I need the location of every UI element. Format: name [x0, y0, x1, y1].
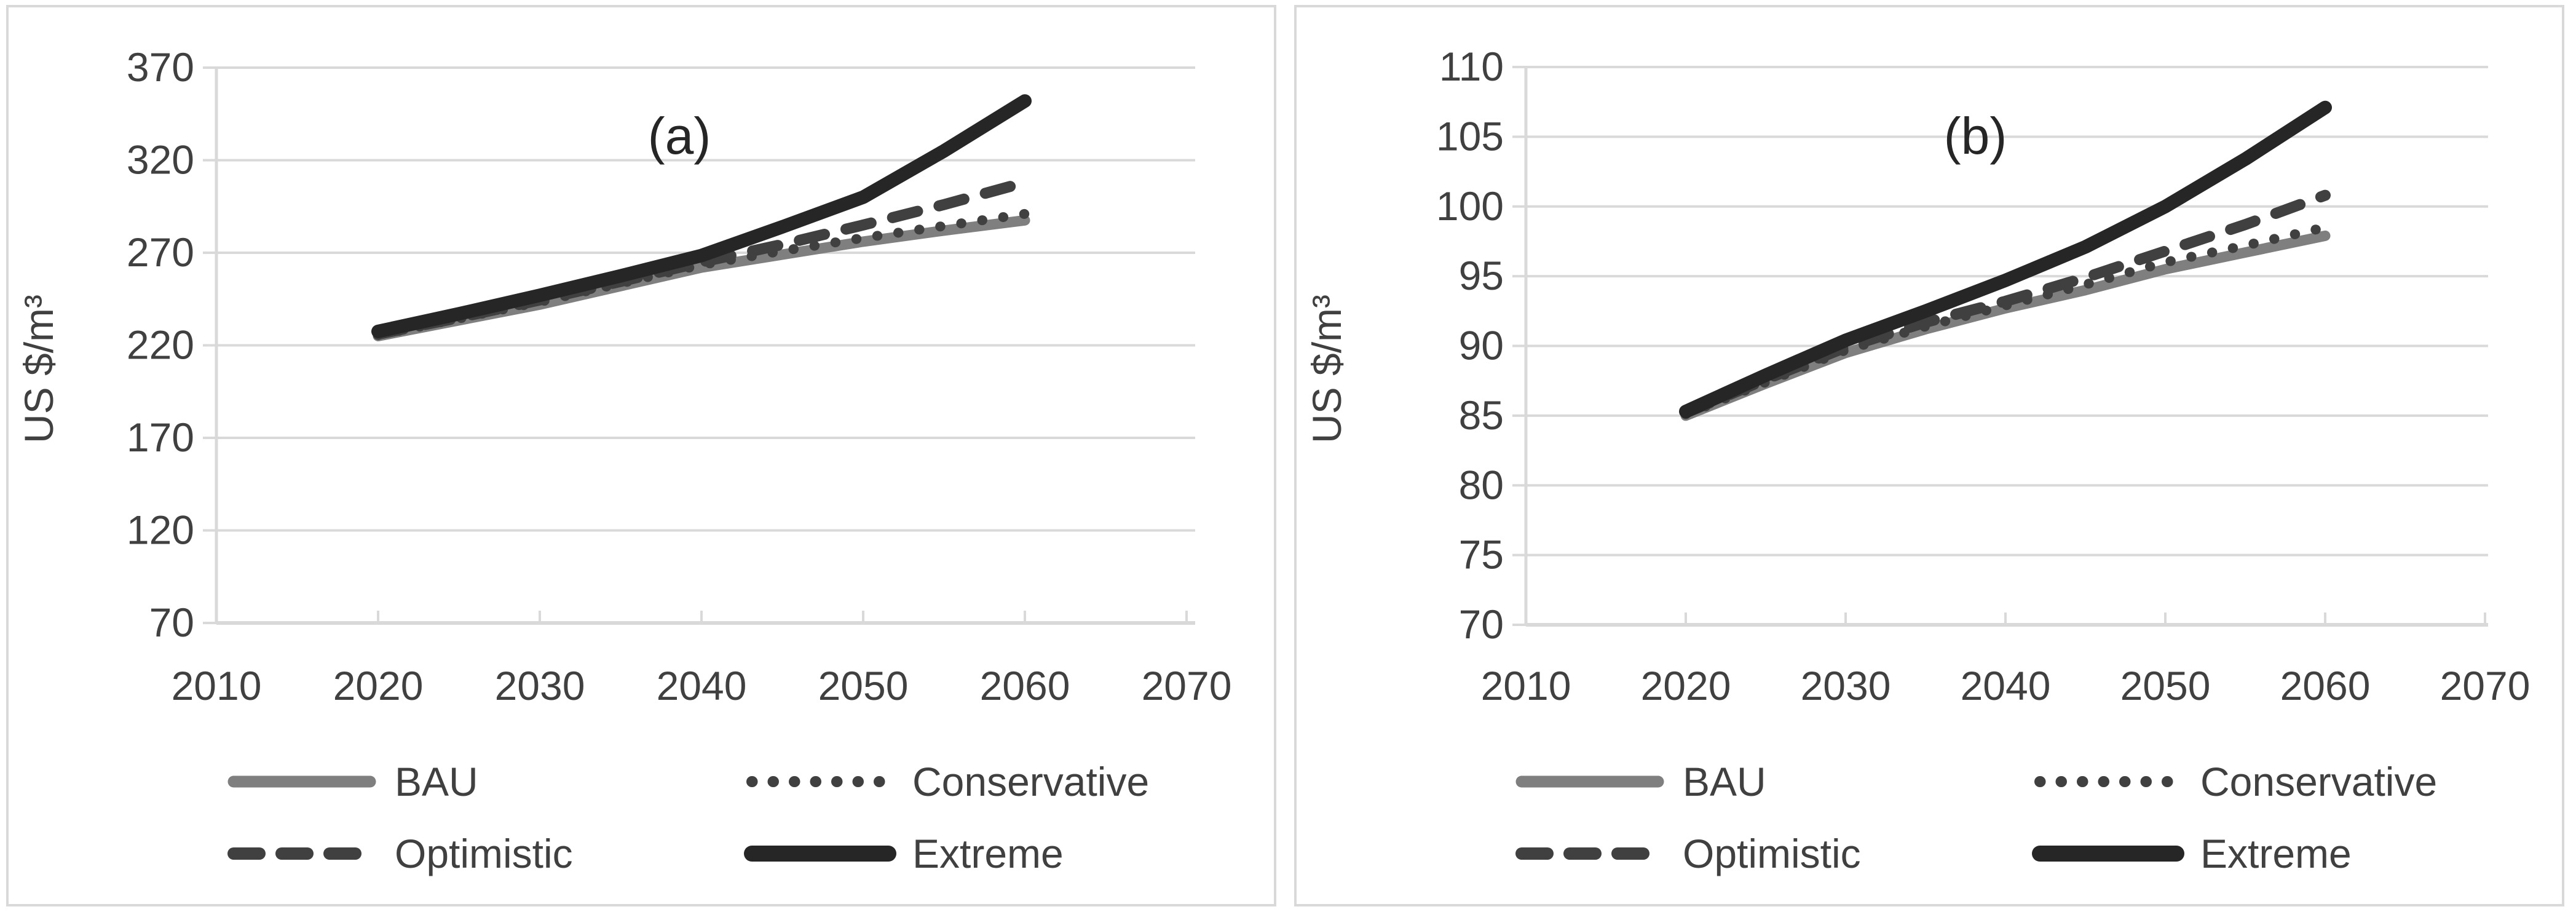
x-tick-label: 2050: [2120, 663, 2211, 708]
y-tick-label: 120: [127, 507, 194, 553]
y-tick-label: 105: [1436, 113, 1504, 159]
y-tick-label: 370: [127, 44, 194, 90]
x-tick-label: 2010: [1481, 663, 1571, 708]
x-tick-label: 2020: [1641, 663, 1731, 708]
legend-label-conservative: Conservative: [2200, 759, 2437, 804]
chart-panel-b: 110 105 100 95 90 85 80 75 70 2010 2020 2030 2040 205…: [1288, 0, 2576, 912]
panel-border: [6, 5, 1276, 906]
x-tick-label: 2070: [2440, 663, 2531, 708]
x-tick-label: 2050: [818, 663, 909, 708]
panel-a-title: (a): [648, 107, 711, 165]
chart-b-svg: 110 105 100 95 90 85 80 75 70 2010 2020 2030 2040 205…: [1294, 5, 2564, 906]
x-tick-label: 2040: [657, 663, 747, 708]
y-tick-label: 80: [1459, 462, 1504, 507]
y-tick-label: 110: [1439, 44, 1504, 89]
y-tick-label: 95: [1459, 253, 1504, 298]
y-tick-label: 100: [1436, 183, 1504, 229]
y-tick-label: 170: [127, 414, 194, 460]
legend-label-bau: BAU: [395, 759, 478, 804]
y-tick-label: 320: [127, 137, 194, 183]
legend-label-extreme: Extreme: [912, 831, 1064, 876]
x-tick-label: 2020: [333, 663, 424, 708]
legend-label-optimistic: Optimistic: [395, 831, 573, 876]
x-tick-label: 2070: [1142, 663, 1232, 708]
series-line-extreme: [371, 94, 1032, 338]
y-axis-title-b: US $/m³: [1304, 295, 1349, 443]
series-line-bau: [1680, 230, 2331, 421]
legend-label-bau: BAU: [1683, 759, 1766, 804]
x-tick-label: 2030: [1801, 663, 1891, 708]
x-tick-label: 2030: [495, 663, 585, 708]
chart-panel-a: 370 320 270 220 170 120 70 2010 2020 2030 2040 2050…: [6, 5, 1276, 906]
x-tick-label: 2040: [1961, 663, 2051, 708]
x-tick-label: 2060: [980, 663, 1070, 708]
legend-label-optimistic: Optimistic: [1683, 831, 1861, 876]
y-tick-label: 70: [149, 600, 194, 645]
y-tick-label: 70: [1459, 601, 1504, 647]
panel-border: [1294, 5, 2564, 906]
y-axis-title-a: US $/m³: [16, 295, 61, 443]
x-tick-label: 2010: [172, 663, 262, 708]
y-tick-label: 270: [127, 229, 194, 275]
y-tick-label: 75: [1459, 532, 1504, 577]
y-tick-label: 90: [1459, 323, 1504, 368]
x-tick-label: 2060: [2280, 663, 2371, 708]
panel-b-title: (b): [1944, 107, 2007, 165]
series-line-extreme: [1679, 100, 2332, 419]
legend-label-conservative: Conservative: [912, 759, 1149, 804]
legend-label-extreme: Extreme: [2200, 831, 2352, 876]
y-tick-label: 220: [127, 322, 194, 368]
chart-a-svg: 370 320 270 220 170 120 70 2010 2020 2030 2040 2050…: [6, 5, 1276, 906]
y-tick-label: 85: [1459, 392, 1504, 438]
